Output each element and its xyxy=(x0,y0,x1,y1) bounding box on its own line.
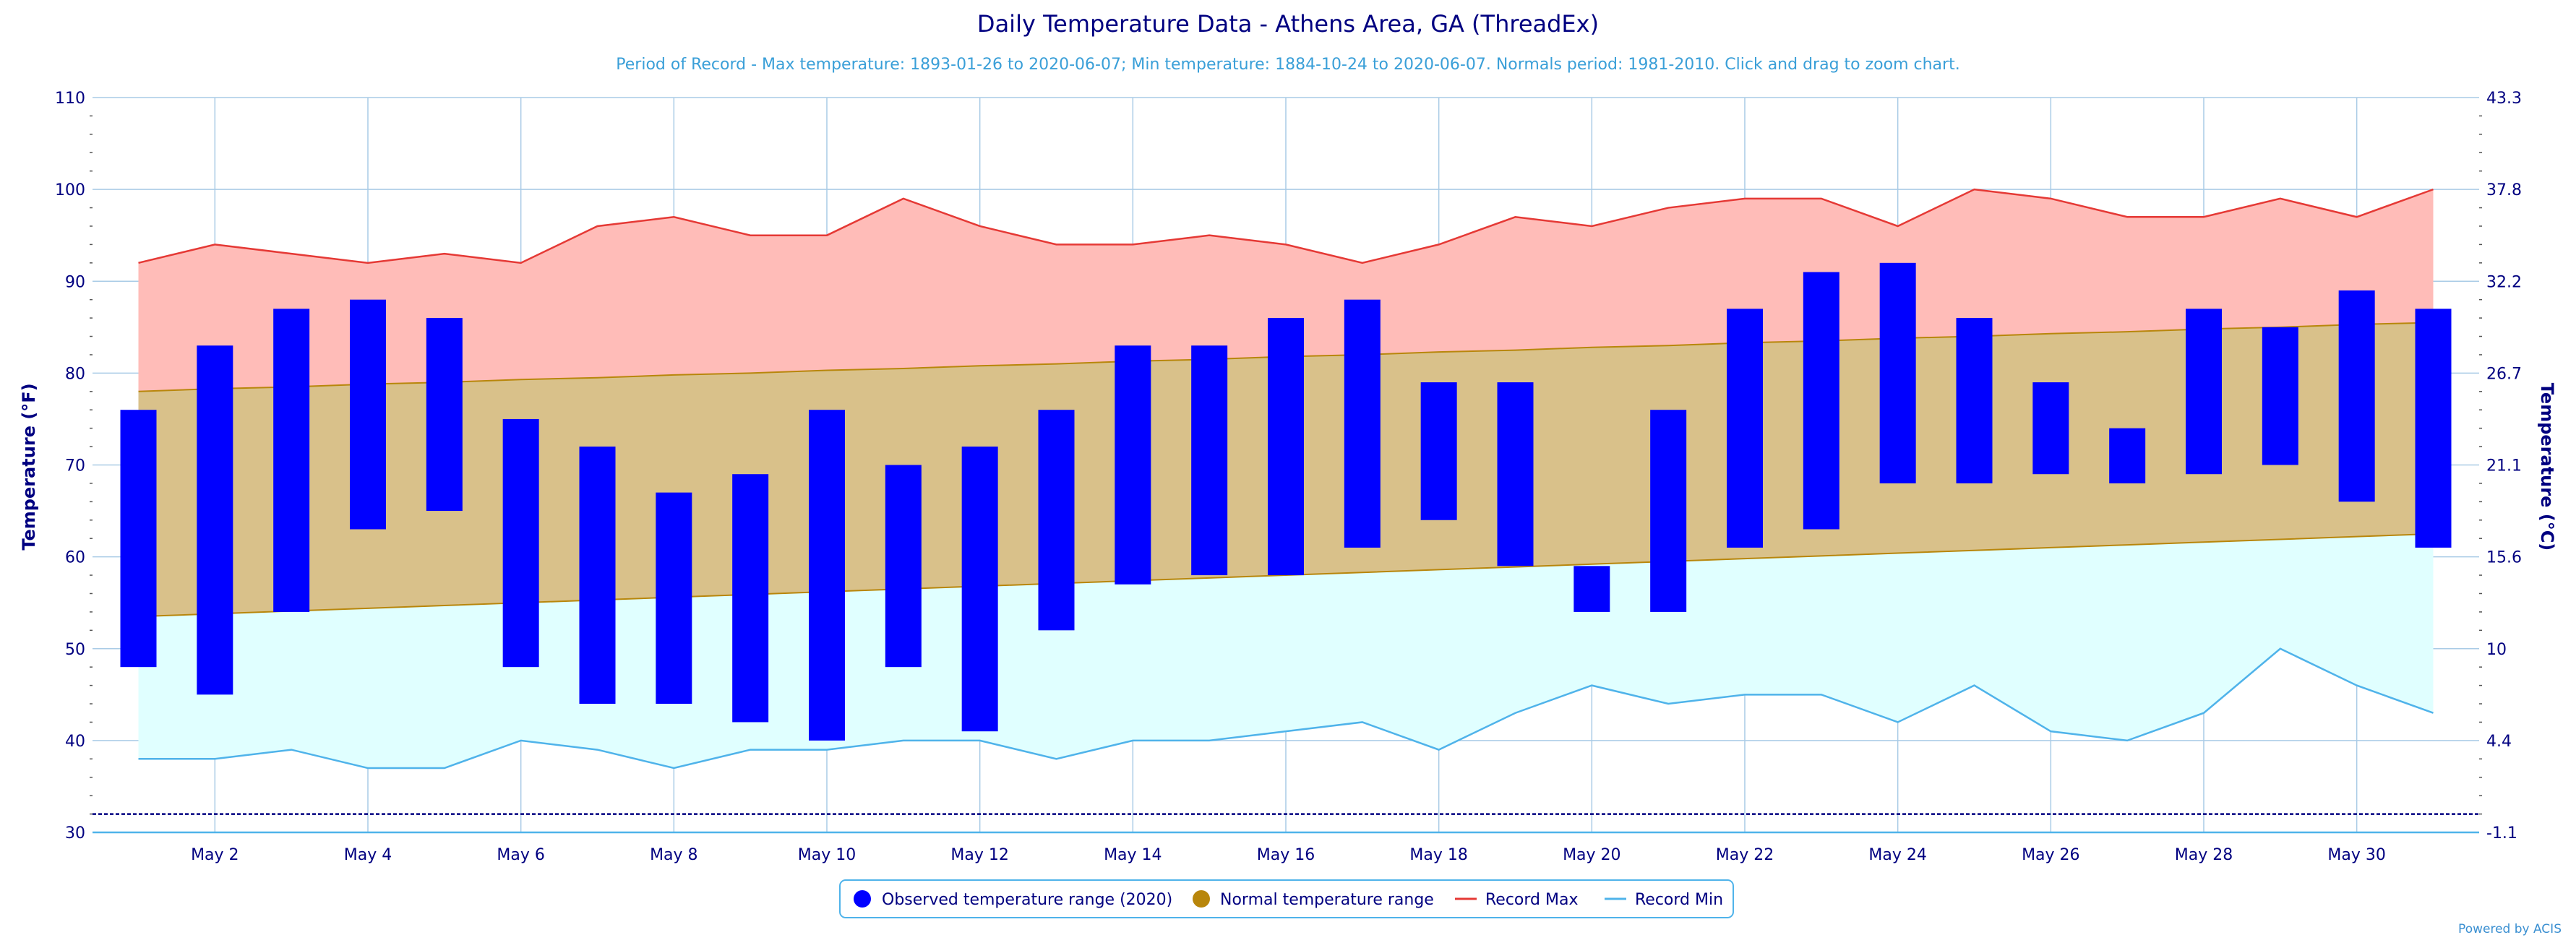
y-tick-label-right: 26.7 xyxy=(2486,365,2522,383)
observed-bar xyxy=(885,465,922,668)
observed-bar xyxy=(1344,299,1381,548)
y-tick-label-left: 90 xyxy=(65,273,85,291)
y-tick-label-left: 60 xyxy=(65,549,85,567)
observed-bar xyxy=(656,492,692,704)
legend-observed-label[interactable]: Observed temperature range (2020) xyxy=(882,891,1172,909)
y-tick-label-right: 43.3 xyxy=(2486,90,2522,108)
observed-bars xyxy=(120,262,2452,741)
x-tick-label: May 28 xyxy=(2175,846,2233,864)
x-tick-label: May 22 xyxy=(1716,846,1774,864)
observed-bar xyxy=(1497,382,1534,566)
observed-bar xyxy=(1879,262,1916,483)
y-tick-label-left: 30 xyxy=(65,824,85,843)
chart-title: Daily Temperature Data - Athens Area, GA… xyxy=(977,10,1599,38)
observed-bar xyxy=(426,318,463,512)
y-tick-label-left: 50 xyxy=(65,641,85,659)
observed-bar xyxy=(2415,309,2452,548)
observed-bar xyxy=(1573,566,1610,612)
x-tick-label: May 14 xyxy=(1104,846,1162,864)
axes: 30 40 50 60 70 80 90 100 110 -1.1 4.4 10 15.6 21.1 26.… xyxy=(55,90,2522,864)
record-max-line xyxy=(138,188,2434,264)
y-tick-label-left: 100 xyxy=(55,181,85,199)
x-tick-label: May 8 xyxy=(650,846,697,864)
y-tick-label-left: 80 xyxy=(65,365,85,383)
observed-bar xyxy=(1268,318,1304,576)
y-axis-label-right: Temperature (°C) xyxy=(2537,383,2557,551)
x-tick-label: May 30 xyxy=(2327,846,2385,864)
x-tick-label: May 20 xyxy=(1563,846,1620,864)
observed-bar xyxy=(1803,272,1839,530)
observed-bar xyxy=(2109,428,2146,483)
observed-bar xyxy=(1115,345,1151,585)
credit-link[interactable]: Powered by ACIS xyxy=(2458,922,2562,936)
y-tick-label-right: 37.8 xyxy=(2486,181,2522,199)
observed-bar xyxy=(732,474,769,723)
observed-bar xyxy=(1191,345,1228,576)
legend-normal-icon xyxy=(1193,890,1210,908)
x-tick-label: May 26 xyxy=(2022,846,2079,864)
x-tick-label: May 18 xyxy=(1409,846,1467,864)
legend-record-min-label[interactable]: Record Min xyxy=(1635,891,1723,909)
observed-bar xyxy=(1650,410,1687,612)
x-tick-label: May 2 xyxy=(191,846,239,864)
y-tick-label-right: 4.4 xyxy=(2486,733,2512,751)
observed-bar xyxy=(1038,410,1075,631)
x-tick-label: May 6 xyxy=(497,846,544,864)
observed-bar xyxy=(809,410,845,741)
observed-bar xyxy=(1420,382,1457,520)
observed-bar xyxy=(197,345,233,695)
observed-bar xyxy=(1727,309,1763,548)
x-tick-label: May 4 xyxy=(344,846,392,864)
x-tick-label: May 24 xyxy=(1868,846,1926,864)
legend[interactable]: Observed temperature range (2020) Normal… xyxy=(839,879,1734,918)
legend-box xyxy=(839,879,1734,918)
x-tick-label: May 10 xyxy=(798,846,856,864)
observed-bar xyxy=(2032,382,2069,475)
chart-subtitle: Period of Record - Max temperature: 1893… xyxy=(616,56,1959,74)
observed-bar xyxy=(579,447,616,704)
legend-record-max-label[interactable]: Record Max xyxy=(1485,891,1579,909)
observed-bar xyxy=(2338,290,2375,502)
y-tick-label-right: -1.1 xyxy=(2486,824,2517,843)
legend-normal-label[interactable]: Normal temperature range xyxy=(1220,891,1434,909)
x-tick-label: May 16 xyxy=(1257,846,1315,864)
x-tick-label: May 12 xyxy=(950,846,1008,864)
y-tick-label-right: 15.6 xyxy=(2486,549,2522,567)
y-tick-label-right: 32.2 xyxy=(2486,273,2522,291)
record-min-line xyxy=(138,647,2434,770)
observed-bar xyxy=(2186,309,2222,475)
y-axis-label-left: Temperature (°F) xyxy=(19,383,39,550)
observed-bar xyxy=(273,309,310,612)
record-max-band xyxy=(138,189,2434,392)
y-tick-label-right: 10 xyxy=(2486,641,2507,659)
legend-observed-icon xyxy=(854,890,871,908)
observed-bar xyxy=(502,418,539,668)
observed-bar xyxy=(2262,327,2298,465)
observed-bar xyxy=(120,410,157,668)
y-tick-label-left: 70 xyxy=(65,457,85,475)
y-tick-label-left: 40 xyxy=(65,733,85,751)
observed-bar xyxy=(961,447,998,732)
y-tick-label-left: 110 xyxy=(55,90,85,108)
observed-bar xyxy=(350,299,386,530)
observed-bar xyxy=(1956,318,1993,483)
y-tick-label-right: 21.1 xyxy=(2486,457,2522,475)
